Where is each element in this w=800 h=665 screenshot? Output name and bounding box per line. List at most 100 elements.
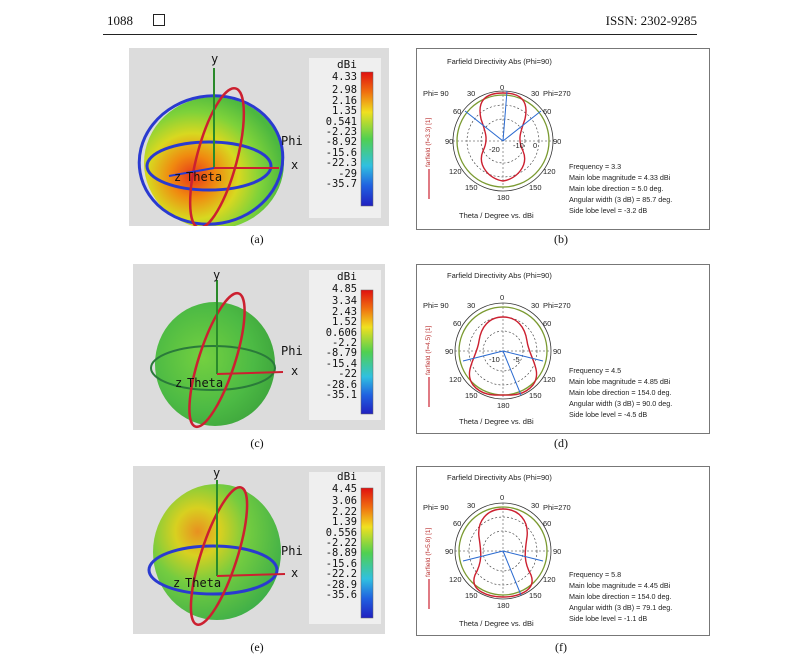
angle-label: 60 [453,319,462,328]
info-line: Frequency = 4.5 [569,366,622,375]
colorbar-values: 4.33 2.98 2.16 1.35 0.541 -2.23 -8.92 -1… [305,72,357,191]
colorbar-tick: 4.85 [331,283,357,295]
caption-b: (b) [554,232,568,246]
colorbar-tick: -15.4 [325,357,357,370]
polar-panel-f: Farfield Directivity Abs (Phi=90) Phi= 9… [416,466,710,636]
farfield-3d-panel-c: y Phi x z Theta dBi 4.85 3.34 2.43 1.52 … [133,264,385,430]
polar-xlabel: Theta / Degree vs. dBi [459,417,534,426]
phi-left-label: Phi= 90 [423,301,449,310]
series-label: farfield (f=5.8) [1] [425,527,432,577]
polar-xlabel: Theta / Degree vs. dBi [459,211,534,220]
caption-a: (a) [250,232,264,246]
theta-axis-label: Theta [186,170,223,184]
colorbar-tick: -35.1 [325,389,357,402]
polar-plot-b [428,90,554,199]
angle-label: 60 [543,319,552,328]
info-line: Side lobe level = -3.2 dB [569,206,648,215]
ring-label: -5 [513,355,520,364]
y-axis-label: y [213,268,221,282]
phi-axis-label: Phi [281,544,303,558]
phi-left-label: Phi= 90 [423,503,449,512]
farfield-3d-panel-e: y Phi x z Theta dBi 4.45 3.06 2.22 1.39 … [133,466,385,634]
z-axis-label: z [173,576,181,590]
colorbar-tick: -2.22 [325,537,357,550]
colorbar-tick: 0.541 [325,115,357,128]
colorbar-tick: 2.43 [331,305,357,318]
colorbar-tick: -29 [338,167,357,180]
colorbar-tick: 4.45 [331,483,357,495]
x-axis-label: x [291,364,299,378]
info-line: Main lobe direction = 154.0 deg. [569,592,672,601]
z-axis-label: z [175,376,183,390]
angle-label: 0 [500,293,505,302]
colorbar-tick: -35.7 [325,178,357,191]
farfield-3d-panel-a: y Phi x z Theta dBi 4.33 2.98 2.16 1.35 … [129,48,389,229]
info-line: Main lobe magnitude = 4.45 dBi [569,581,671,590]
angle-label: 120 [543,375,556,384]
angle-label: 120 [449,375,462,384]
angle-label: 90 [445,547,454,556]
phi-axis-label: Phi [281,134,303,148]
colorbar-unit: dBi [337,270,357,283]
polar-plot-d [428,302,552,407]
polar-info: Frequency = 5.8 Main lobe magnitude = 4.… [569,569,672,624]
page-number: 1088 [107,13,133,28]
phi-left-label: Phi= 90 [423,89,449,98]
colorbar-tick: 0.556 [325,526,357,539]
angle-label: 150 [465,391,478,400]
info-line: Side lobe level = -1.1 dB [569,614,648,623]
angle-label: 30 [531,501,540,510]
polar-panel-b: Farfield Directivity Abs (Phi=90) Phi= 9… [416,48,710,230]
polar-title: Farfield Directivity Abs (Phi=90) [447,271,552,280]
angle-label: 150 [529,391,542,400]
angle-label: 60 [453,519,462,528]
angle-label: 30 [467,89,476,98]
angle-label: 120 [449,167,462,176]
polar-panel-d: Farfield Directivity Abs (Phi=90) Phi= 9… [416,264,710,434]
checkbox-square-icon [153,14,165,26]
ring-label: 0 [533,141,538,150]
colorbar-tick: -28.9 [325,578,357,591]
colorbar-tick: -15.6 [325,146,357,159]
colorbar-values: 4.45 3.06 2.22 1.39 0.556 -2.22 -8.89 -1… [305,483,357,601]
angle-label: 0 [500,493,505,502]
angle-label: 120 [543,575,556,584]
angle-label: 90 [553,547,562,556]
angle-label: 60 [543,107,552,116]
info-line: Frequency = 5.8 [569,570,622,579]
caption-e: (e) [250,640,264,654]
series-label: farfield (f=3.3) [1] [425,117,432,167]
y-axis-label: y [211,52,219,66]
colorbar-tick: 2.98 [331,84,357,97]
colorbar-tick: 2.16 [331,94,357,107]
angle-label: 180 [497,401,510,410]
angle-label: 90 [445,137,454,146]
angle-label: 90 [553,137,562,146]
colorbar-values: 4.85 3.34 2.43 1.52 0.606 -2.2 -8.79 -15… [305,283,357,402]
colorbar-unit: dBi [337,58,357,71]
page-header: 1088 ISSN: 2302-9285 [103,10,697,35]
caption-f: (f) [555,640,567,654]
colorbar-tick: 1.35 [331,105,357,118]
ring-label: -20 [489,145,500,154]
angle-label: 60 [543,519,552,528]
info-line: Main lobe direction = 5.0 deg. [569,184,664,193]
series-label: farfield (f=4.5) [1] [425,325,432,375]
ring-label: -10 [489,355,500,364]
info-line: Angular width (3 dB) = 90.0 deg. [569,399,673,408]
angle-label: 90 [445,347,454,356]
colorbar-tick: -22 [338,368,357,381]
colorbar-tick: -8.79 [325,347,357,360]
colorbar-tick: 3.34 [331,295,357,308]
farfield-3d-plot-c [150,270,381,429]
info-line: Main lobe magnitude = 4.85 dBi [569,377,671,386]
colorbar-tick: 1.52 [331,316,357,329]
angle-label: 150 [529,183,542,192]
colorbar-tick: 0.606 [325,326,357,339]
angle-label: 30 [531,89,540,98]
farfield-3d-plot-e [147,472,381,626]
phi-right-label: Phi=270 [543,89,571,98]
ring-label: -10 [513,141,524,150]
theta-axis-label: Theta [185,576,222,590]
angle-label: 120 [449,575,462,584]
